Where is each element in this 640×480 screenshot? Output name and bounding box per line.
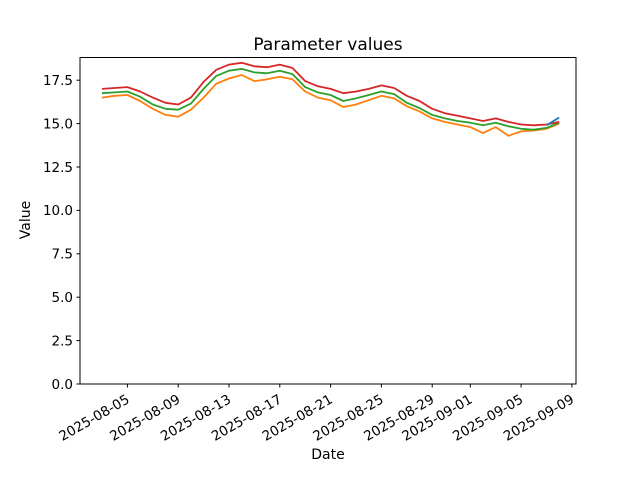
chart-title: Parameter values [253,35,402,55]
y-tick-label: 2.5 [52,333,73,349]
series-upper-red-line [101,61,560,127]
y-tick-label: 15.0 [43,116,73,132]
y-tick-label: 17.5 [43,73,73,89]
y-tick-label: 7.5 [52,247,73,263]
y-tick-label: 10.0 [43,203,73,219]
y-axis-label: Value [18,201,34,239]
y-tick-label: 0.0 [52,377,73,393]
series-lower-orange-line [101,74,560,137]
y-tick-label: 5.0 [52,290,73,306]
series-latest-blue-line [546,116,560,127]
x-axis-label: Date [311,447,344,463]
series-middle-green-line [101,68,560,131]
plot-area: 0.02.55.07.510.012.515.017.52025-08-0520… [43,57,577,445]
plot-border [79,57,577,385]
y-tick-label: 12.5 [43,160,73,176]
